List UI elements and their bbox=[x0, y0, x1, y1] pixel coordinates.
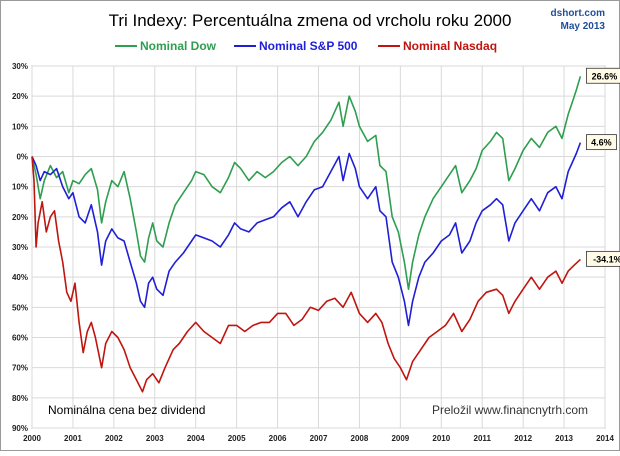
x-tick-label: 2002 bbox=[105, 434, 123, 443]
x-tick-label: 2006 bbox=[269, 434, 287, 443]
x-tick-label: 2014 bbox=[596, 434, 614, 443]
date-label: May 2013 bbox=[561, 21, 606, 32]
x-axis: 2000 2001 2002 2003 2004 2005 2006 2007 2008 2009… bbox=[23, 434, 614, 443]
x-tick-label: 2008 bbox=[351, 434, 369, 443]
y-tick-label: 50% bbox=[12, 303, 28, 312]
series-lines bbox=[31, 76, 582, 393]
x-tick-label: 2004 bbox=[187, 434, 205, 443]
legend: Nominal Dow Nominal S&P 500 Nominal Nasdaq bbox=[115, 39, 497, 53]
end-label-1: 4.6% bbox=[591, 138, 612, 148]
y-tick-label: 90% bbox=[12, 424, 28, 433]
y-axis: 30% 20% 10% 0% 10% 20% 30% 40% 50% 60% 70% 80% 90% bbox=[12, 62, 28, 433]
end-label-box-0 bbox=[586, 67, 620, 84]
chart-title: Tri Indexy: Percentuálna zmena od vrchol… bbox=[109, 11, 512, 30]
x-tick-label: 2000 bbox=[23, 434, 41, 443]
y-tick-label: 30% bbox=[12, 62, 28, 71]
y-tick-label: 10% bbox=[12, 122, 28, 131]
y-tick-label: 20% bbox=[12, 213, 28, 222]
end-label-2: -34.1% bbox=[593, 254, 620, 264]
end-label-0: 26.6% bbox=[592, 71, 618, 81]
y-tick-label: 20% bbox=[12, 92, 28, 101]
legend-label-0: Nominal Dow bbox=[140, 39, 217, 53]
y-tick-label: 60% bbox=[12, 334, 28, 343]
y-tick-label: 0% bbox=[16, 153, 28, 162]
series-line-2 bbox=[31, 156, 581, 393]
gridlines bbox=[31, 65, 606, 429]
y-tick-label: 10% bbox=[12, 183, 28, 192]
x-tick-label: 2012 bbox=[514, 434, 532, 443]
y-tick-label: 70% bbox=[12, 364, 28, 373]
x-tick-label: 2003 bbox=[146, 434, 164, 443]
x-tick-label: 2005 bbox=[228, 434, 246, 443]
end-label-box-1 bbox=[586, 134, 617, 151]
note-left: Nominálna cena bez dividend bbox=[48, 403, 205, 417]
y-tick-label: 40% bbox=[12, 273, 28, 282]
legend-label-1: Nominal S&P 500 bbox=[259, 39, 358, 53]
x-tick-label: 2011 bbox=[474, 434, 492, 443]
note-right: Preložil www.financnytrh.com bbox=[432, 403, 588, 417]
x-tick-label: 2009 bbox=[391, 434, 409, 443]
end-labels: 26.6% 4.6% -34.1% bbox=[586, 67, 620, 267]
source-label: dshort.com bbox=[551, 8, 606, 19]
x-tick-label: 2007 bbox=[310, 434, 328, 443]
x-tick-label: 2010 bbox=[432, 434, 450, 443]
y-tick-label: 80% bbox=[12, 394, 28, 403]
series-line-1 bbox=[31, 142, 582, 327]
x-tick-label: 2013 bbox=[555, 434, 573, 443]
legend-label-2: Nominal Nasdaq bbox=[403, 39, 497, 53]
x-tick-label: 2001 bbox=[64, 434, 82, 443]
series-line-0 bbox=[31, 76, 582, 290]
y-tick-label: 30% bbox=[12, 243, 28, 252]
end-label-box-2 bbox=[586, 250, 620, 267]
